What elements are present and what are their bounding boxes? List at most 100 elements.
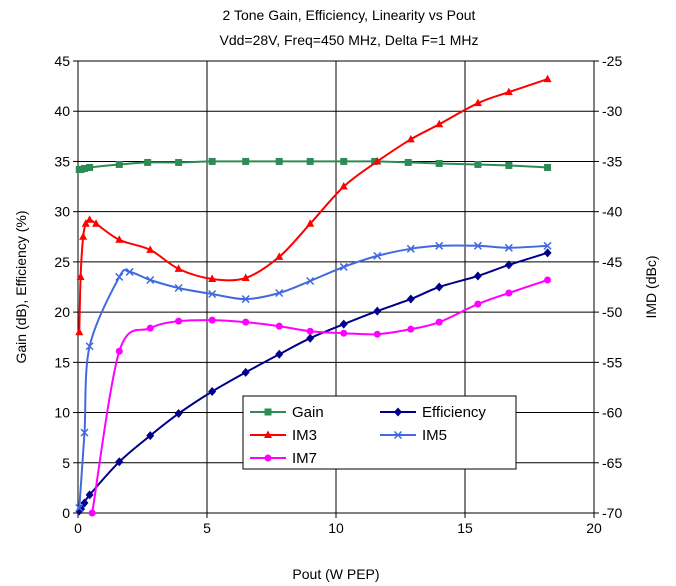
axis-ticks: 0 5 10 15 20 0 5 10 15 20 25 30 35 40 45 -70 -65 -60 -55 -5… (54, 53, 622, 536)
data-point-im5 (473, 241, 482, 250)
series-im7 (88, 276, 552, 517)
data-point-im7 (175, 317, 183, 325)
data-point-im7 (544, 276, 552, 284)
legend-marker-im7 (264, 454, 272, 462)
y-tick-label: 25 (54, 254, 70, 270)
data-point-efficiency (241, 367, 250, 377)
x-tick-label: 10 (328, 520, 344, 536)
x-tick-label: 0 (74, 520, 82, 536)
data-point-im5 (435, 241, 444, 250)
data-point-gain (175, 158, 183, 166)
chart-subtitle: Vdd=28V, Freq=450 MHz, Delta F=1 MHz (220, 32, 479, 48)
y2-tick-label: -65 (602, 455, 622, 471)
data-point-gain (242, 157, 250, 165)
data-point-gain (275, 157, 283, 165)
data-point-im7 (242, 318, 250, 326)
data-point-gain (306, 157, 314, 165)
data-point-gain (544, 163, 552, 171)
data-point-gain (208, 157, 216, 165)
legend-box (242, 395, 517, 470)
data-point-efficiency (275, 349, 284, 359)
x-tick-label: 15 (457, 520, 473, 536)
data-point-im5 (339, 262, 348, 271)
y2-tick-label: -45 (602, 254, 622, 270)
data-point-im7 (208, 316, 216, 324)
y-tick-label: 40 (54, 103, 70, 119)
y-axis-label: Gain (dB), Efficiency (%) (13, 210, 29, 363)
data-point-im7 (88, 509, 96, 517)
y2-tick-label: -35 (602, 153, 622, 169)
data-point-im5 (75, 503, 84, 513)
legend-marker-efficiency (394, 407, 402, 417)
legend-marker-gain (264, 408, 272, 416)
chart-title: 2 Tone Gain, Efficiency, Linearity vs Po… (223, 7, 476, 23)
data-point-im3 (435, 119, 444, 128)
legend-label-im3: IM3 (292, 427, 317, 444)
series-layer (75, 74, 552, 517)
data-point-efficiency (208, 386, 217, 396)
y-tick-label: 45 (54, 53, 70, 69)
data-point-im5 (241, 295, 250, 304)
data-point-gain (115, 160, 123, 168)
data-point-im7 (306, 327, 314, 335)
data-point-efficiency (373, 306, 382, 316)
data-point-im5 (406, 244, 415, 253)
data-point-efficiency (174, 409, 183, 419)
data-point-im7 (505, 289, 513, 297)
data-point-gain (474, 160, 482, 168)
y-tick-label: 10 (54, 405, 70, 421)
data-point-im3 (146, 245, 155, 253)
data-point-im7 (146, 324, 154, 332)
legend-label-efficiency: Efficiency (422, 404, 486, 421)
data-point-im5 (80, 428, 89, 437)
data-point-im7 (115, 347, 123, 355)
data-point-im7 (435, 318, 443, 326)
data-point-im5 (208, 290, 217, 299)
series-efficiency (75, 248, 552, 516)
data-point-gain (80, 164, 88, 172)
data-point-im5 (306, 276, 315, 286)
data-point-im5 (275, 288, 284, 298)
y-tick-label: 20 (54, 304, 70, 320)
data-point-efficiency (406, 294, 415, 304)
data-point-im3 (76, 272, 85, 280)
data-point-im3 (174, 264, 183, 272)
y-tick-label: 15 (54, 354, 70, 370)
legend-marker-im3 (264, 430, 272, 438)
data-point-gain (371, 157, 379, 165)
data-point-im3 (115, 235, 124, 243)
y2-tick-label: -55 (602, 354, 622, 370)
y2-tick-label: -25 (602, 53, 622, 69)
data-point-gain (144, 158, 152, 166)
data-point-efficiency (146, 431, 155, 441)
data-point-im7 (340, 329, 348, 337)
data-point-im3 (543, 74, 552, 83)
legend: Gain Efficiency IM3 IM5 IM7 (242, 395, 517, 470)
y2-tick-label: -70 (602, 505, 622, 521)
data-point-im5 (543, 241, 552, 250)
series-im3 (75, 74, 552, 336)
data-point-efficiency (339, 319, 348, 329)
data-point-im3 (504, 87, 513, 96)
data-point-gain (340, 157, 348, 165)
data-point-im5 (373, 251, 382, 260)
legend-label-im7: IM7 (292, 450, 317, 467)
data-point-im3 (81, 219, 90, 227)
data-point-im3 (79, 232, 88, 240)
y2-tick-label: -40 (602, 204, 622, 220)
data-point-efficiency (504, 260, 513, 270)
series-im5 (75, 241, 552, 513)
data-point-efficiency (115, 457, 124, 467)
data-point-im3 (373, 156, 382, 165)
data-point-im3 (406, 134, 415, 143)
y2-tick-label: -60 (602, 405, 622, 421)
data-point-im5 (174, 283, 183, 293)
y2-tick-label: -50 (602, 304, 622, 320)
data-point-gain (435, 159, 443, 167)
data-point-im3 (92, 219, 101, 227)
legend-label-gain: Gain (292, 404, 324, 421)
data-point-gain (404, 158, 412, 166)
y-tick-label: 0 (62, 505, 70, 521)
data-point-im5 (115, 272, 124, 281)
